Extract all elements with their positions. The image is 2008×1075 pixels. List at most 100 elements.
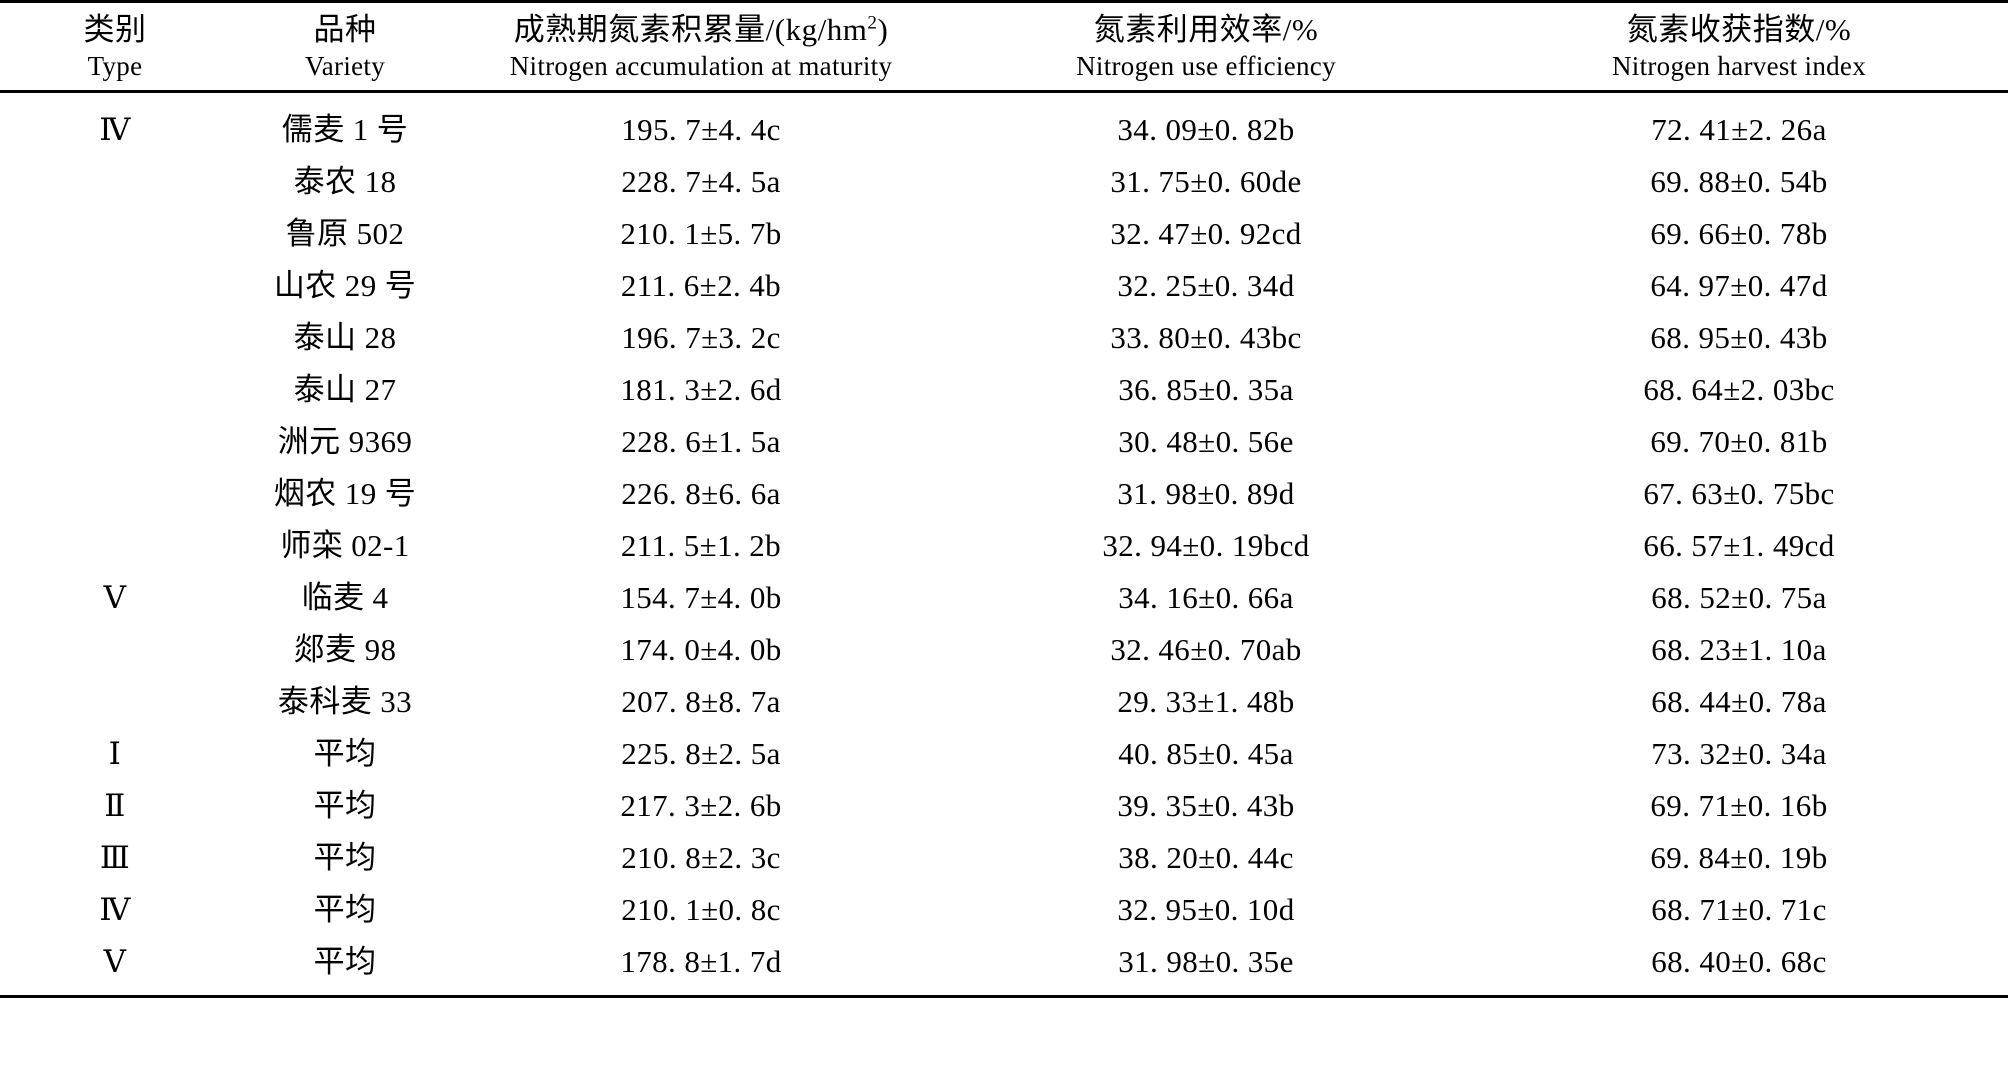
cell-nitrogen-accumulation: 154. 7±4. 0b — [620, 579, 782, 615]
cell-nitrogen-accumulation: 174. 0±4. 0b — [620, 631, 782, 667]
table-body: Ⅳ 儒麦 1 号 195. 7±4. 4c 34. 09±0. 82b 72. 41±2… — [0, 92, 2008, 998]
cell-nitrogen-use-efficiency: 32. 25±0. 34d — [1117, 267, 1295, 303]
table-row: 泰山 27 181. 3±2. 6d 36. 85±0. 35a 68. 64±2. … — [0, 363, 2008, 415]
cell-nitrogen-harvest-index: 67. 63±0. 75bc — [1643, 475, 1835, 511]
cell-variety: 平均 — [313, 787, 377, 823]
table-row: 郯麦 98 174. 0±4. 0b 32. 46±0. 70ab 68. 23±1.… — [0, 623, 2008, 675]
table-row: 泰科麦 33 207. 8±8. 7a 29. 33±1. 48b 68. 44±0.… — [0, 675, 2008, 727]
cell-nitrogen-accumulation: 210. 1±0. 8c — [621, 891, 781, 927]
cell-variety: 平均 — [313, 735, 377, 771]
cell-nitrogen-harvest-index: 72. 41±2. 26a — [1651, 111, 1827, 147]
column-header-accumulation-cn: 成熟期氮素积累量/(kg/hm2) — [460, 0, 942, 51]
cell-nitrogen-use-efficiency: 29. 33±1. 48b — [1117, 683, 1295, 719]
cell-nitrogen-use-efficiency: 31. 98±0. 35e — [942, 935, 1470, 998]
cell-nitrogen-accumulation: 207. 8±8. 7a — [621, 683, 781, 719]
cell-nitrogen-use-efficiency: 30. 48±0. 56e — [1118, 423, 1294, 459]
table-row: Ⅲ 平均 210. 8±2. 3c 38. 20±0. 44c 69. 84±0. 19… — [0, 831, 2008, 883]
cell-type: Ⅴ — [103, 579, 127, 615]
cell-nitrogen-use-efficiency: 31. 75±0. 60de — [1110, 163, 1302, 199]
cell-type — [0, 259, 230, 311]
cell-variety: 泰山 28 — [293, 319, 397, 355]
nitrogen-metrics-table: 类别 品种 成熟期氮素积累量/(kg/hm2) 氮素利用效率/% 氮素收获指数/… — [0, 0, 2008, 998]
cell-nitrogen-use-efficiency: 32. 94±0. 19bcd — [1102, 527, 1310, 563]
table-row: Ⅴ 平均 178. 8±1. 7d 31. 98±0. 35e 68. 40±0. 68… — [0, 935, 2008, 998]
cell-type — [0, 675, 230, 727]
cell-variety: 师栾 02-1 — [280, 527, 410, 563]
accum-header-suffix: ) — [877, 12, 889, 47]
column-header-nue-cn: 氮素利用效率/% — [942, 0, 1470, 51]
cell-type — [0, 155, 230, 207]
cell-nitrogen-harvest-index: 69. 70±0. 81b — [1650, 423, 1828, 459]
cell-nitrogen-use-efficiency: 34. 16±0. 66a — [1118, 579, 1294, 615]
cell-nitrogen-accumulation: 225. 8±2. 5a — [621, 735, 781, 771]
cell-type: Ⅲ — [99, 839, 131, 875]
cell-nitrogen-use-efficiency: 32. 95±0. 10d — [1117, 891, 1295, 927]
table-row: 山农 29 号 211. 6±2. 4b 32. 25±0. 34d 64. 97±0… — [0, 259, 2008, 311]
table-row: Ⅱ 平均 217. 3±2. 6b 39. 35±0. 43b 69. 71±0. 16… — [0, 779, 2008, 831]
cell-nitrogen-harvest-index: 68. 40±0. 68c — [1470, 935, 2008, 998]
table-row: 烟农 19 号 226. 8±6. 6a 31. 98±0. 89d 67. 63±0… — [0, 467, 2008, 519]
cell-nitrogen-accumulation: 211. 5±1. 2b — [620, 527, 782, 563]
cell-variety: 平均 — [230, 935, 460, 998]
cell-nitrogen-use-efficiency: 36. 85±0. 35a — [1118, 371, 1294, 407]
cell-variety: 平均 — [313, 839, 377, 875]
cell-type — [0, 363, 230, 415]
column-header-type-en: Type — [0, 51, 230, 93]
cell-nitrogen-use-efficiency: 31. 98±0. 89d — [1117, 475, 1295, 511]
cell-type — [0, 207, 230, 259]
header-row-english: Type Variety Nitrogen accumulation at ma… — [0, 51, 2008, 93]
cell-variety: 烟农 19 号 — [273, 475, 417, 511]
cell-variety: 儒麦 1 号 — [281, 111, 409, 147]
cell-nitrogen-harvest-index: 68. 95±0. 43b — [1650, 319, 1828, 355]
cell-nitrogen-use-efficiency: 32. 46±0. 70ab — [1110, 631, 1302, 667]
cell-variety: 平均 — [313, 891, 377, 927]
cell-type: Ⅱ — [104, 787, 126, 823]
column-header-variety-en: Variety — [230, 51, 460, 93]
table-row: 洲元 9369 228. 6±1. 5a 30. 48±0. 56e 69. 70±0… — [0, 415, 2008, 467]
cell-variety: 鲁原 502 — [285, 215, 405, 251]
cell-type: Ⅰ — [108, 735, 122, 771]
cell-variety: 洲元 9369 — [277, 423, 413, 459]
cell-nitrogen-harvest-index: 68. 23±1. 10a — [1651, 631, 1827, 667]
cell-nitrogen-accumulation: 210. 1±5. 7b — [620, 215, 782, 251]
table-row: 师栾 02-1 211. 5±1. 2b 32. 94±0. 19bcd 66. 57… — [0, 519, 2008, 571]
cell-type: Ⅳ — [99, 111, 131, 147]
cell-variety: 临麦 4 — [301, 579, 389, 615]
cell-nitrogen-harvest-index: 68. 52±0. 75a — [1651, 579, 1827, 615]
cell-variety: 泰农 18 — [293, 163, 397, 199]
cell-nitrogen-accumulation: 196. 7±3. 2c — [621, 319, 781, 355]
cell-nitrogen-harvest-index: 68. 71±0. 71c — [1651, 891, 1827, 927]
cell-variety: 山农 29 号 — [273, 267, 417, 303]
cell-type — [0, 415, 230, 467]
table-row: Ⅰ 平均 225. 8±2. 5a 40. 85±0. 45a 73. 32±0. 34… — [0, 727, 2008, 779]
cell-nitrogen-accumulation: 210. 8±2. 3c — [621, 839, 781, 875]
cell-nitrogen-accumulation: 195. 7±4. 4c — [621, 111, 781, 147]
cell-nitrogen-harvest-index: 69. 71±0. 16b — [1650, 787, 1828, 823]
column-header-variety-cn: 品种 — [230, 0, 460, 51]
table-row: Ⅴ 临麦 4 154. 7±4. 0b 34. 16±0. 66a 68. 52±0. … — [0, 571, 2008, 623]
cell-variety: 泰山 27 — [293, 371, 397, 407]
cell-nitrogen-accumulation: 228. 7±4. 5a — [621, 163, 781, 199]
cell-type: Ⅴ — [0, 935, 230, 998]
column-header-nhi-cn: 氮素收获指数/% — [1470, 0, 2008, 51]
cell-nitrogen-harvest-index: 68. 64±2. 03bc — [1643, 371, 1835, 407]
cell-variety: 郯麦 98 — [293, 631, 397, 667]
cell-nitrogen-use-efficiency: 40. 85±0. 45a — [1118, 735, 1294, 771]
accum-header-exponent: 2 — [867, 12, 878, 34]
cell-nitrogen-use-efficiency: 39. 35±0. 43b — [1117, 787, 1295, 823]
cell-nitrogen-harvest-index: 73. 32±0. 34a — [1651, 735, 1827, 771]
cell-nitrogen-harvest-index: 69. 84±0. 19b — [1650, 839, 1828, 875]
cell-type — [0, 519, 230, 571]
cell-variety: 泰科麦 33 — [277, 683, 413, 719]
cell-nitrogen-use-efficiency: 38. 20±0. 44c — [1118, 839, 1294, 875]
column-header-type-cn: 类别 — [0, 0, 230, 51]
cell-nitrogen-harvest-index: 68. 44±0. 78a — [1651, 683, 1827, 719]
cell-nitrogen-accumulation: 178. 8±1. 7d — [460, 935, 942, 998]
cell-type — [0, 467, 230, 519]
cell-nitrogen-accumulation: 211. 6±2. 4b — [620, 267, 782, 303]
cell-nitrogen-harvest-index: 69. 66±0. 78b — [1650, 215, 1828, 251]
table-row: 泰山 28 196. 7±3. 2c 33. 80±0. 43bc 68. 95±0.… — [0, 311, 2008, 363]
cell-nitrogen-harvest-index: 64. 97±0. 47d — [1650, 267, 1828, 303]
accum-header-prefix: 成熟期氮素积累量/(kg/hm — [513, 12, 868, 47]
